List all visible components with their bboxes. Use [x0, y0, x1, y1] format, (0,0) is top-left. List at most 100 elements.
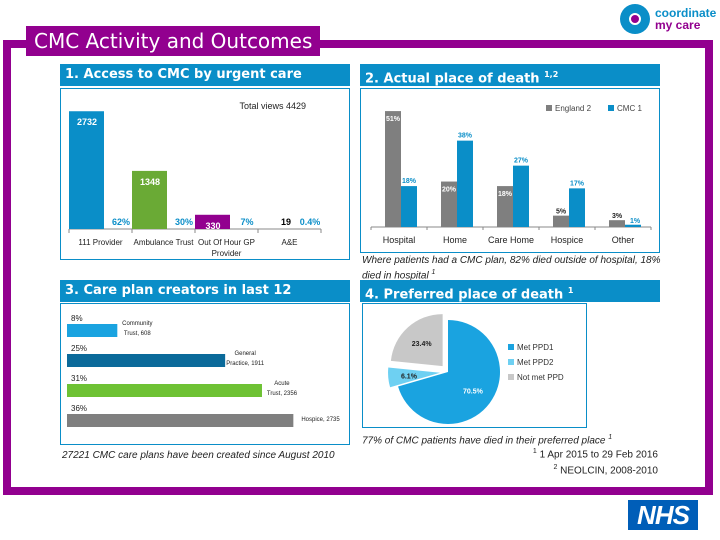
bar-value-label: 38%	[458, 133, 473, 140]
bar-category-label: Trust, 608	[124, 331, 151, 337]
bar-value-label: 51%	[386, 116, 401, 123]
x-tick-label: Provider	[212, 249, 242, 258]
legend-label-cmc: CMC 1	[617, 104, 642, 113]
legend-swatch-england	[546, 105, 552, 111]
footnote-2: 2 NEOLCIN, 2008-2010	[520, 464, 658, 476]
coordinate-my-care-logo: coordinate my care	[620, 4, 716, 34]
panel2-caption: Where patients had a CMC plan, 82% died …	[362, 255, 662, 282]
bar-value-label: 5%	[556, 209, 567, 216]
bar-value-label: 17%	[570, 180, 585, 187]
bar-value-label: 1%	[630, 218, 641, 225]
nhs-logo: NHS	[628, 500, 698, 530]
bar-value-label: 2732	[77, 117, 97, 127]
bar-cmc-1	[457, 140, 473, 227]
x-tick-label: Out Of Hour GP	[198, 238, 255, 247]
bar-england-4	[609, 220, 625, 227]
bar-england-0	[385, 111, 401, 227]
panel2-header: 2. Actual place of death 1,2	[360, 64, 660, 86]
x-tick-label: Care Home	[488, 235, 534, 245]
page-title: CMC Activity and Outcomes	[26, 26, 321, 56]
legend-label: Not met PPD	[517, 373, 564, 382]
bar-value-label: 27%	[514, 158, 529, 165]
panel4-chart-box: 70.5% 6.1% 23.4% Met PPD1 Met PPD2 Not met PP…	[362, 303, 587, 428]
legend-label: Met PPD1	[517, 343, 554, 352]
pie-slice-1	[388, 367, 441, 388]
bar-cmc-2	[513, 165, 529, 227]
panel3-header: 3. Care plan creators in last 12 months	[60, 280, 350, 320]
bar-cmc-3	[569, 188, 585, 227]
bar-category-label: Community	[122, 321, 152, 327]
bar-category-label: Hospice, 2735	[301, 417, 340, 423]
panel2-title: 2. Actual place of death	[365, 71, 540, 87]
logo-line1: coordinate	[655, 6, 717, 20]
bar-category-label: Trust, 2356	[267, 391, 298, 397]
care-plan-creators-chart: 8% Community Trust, 608 25% General Practice,…	[67, 314, 340, 427]
legend-swatch	[508, 359, 514, 365]
pie-value-label: 6.1%	[401, 374, 418, 381]
footnote-2-sup: 2	[553, 464, 558, 471]
bar-percent-label: 8%	[71, 314, 83, 323]
bar-0	[69, 111, 104, 229]
bar-category-label: General	[234, 351, 255, 357]
legend-swatch	[508, 374, 514, 380]
legend-label: Met PPD2	[517, 358, 554, 367]
bar-0	[67, 324, 118, 337]
panel4-title: 4. Preferred place of death	[365, 287, 564, 303]
panel4-caption: 77% of CMC patients have died in their p…	[362, 432, 662, 447]
bar-3	[67, 414, 294, 427]
footnote-1-sup: 1	[532, 448, 537, 455]
pie-value-label: 70.5%	[463, 389, 484, 396]
panel1-chart-box: Total views 4429 2732 62% 111 Provider 1348 3…	[60, 88, 350, 260]
bar-value-label: 1348	[140, 177, 160, 187]
access-bar-chart: Total views 4429 2732 62% 111 Provider 1348 3…	[68, 101, 322, 258]
bar-cmc-4	[625, 224, 641, 227]
footnote-2-text: NEOLCIN, 2008-2010	[560, 465, 658, 477]
bar-value-label: 3%	[612, 213, 623, 220]
x-tick-label: Other	[612, 235, 635, 245]
bar-value-label: 330	[205, 221, 220, 231]
panel4-caption-sup: 1	[608, 434, 613, 441]
bar-percent-label: 25%	[71, 344, 87, 353]
bar-value-label: 18%	[402, 178, 417, 185]
bar-value-label: 20%	[442, 187, 457, 194]
logo-circle-icon	[620, 4, 650, 34]
bar-2	[195, 214, 230, 229]
outer-frame	[3, 40, 713, 495]
panel1-header: 1. Access to CMC by urgent care provider…	[60, 64, 350, 108]
bar-cmc-0	[401, 186, 417, 227]
panel3-chart-box: 8% Community Trust, 608 25% General Practice,…	[60, 303, 350, 445]
bar-1	[132, 170, 167, 229]
pie-slice-2	[390, 314, 443, 367]
place-of-death-chart: England 2 CMC 1 51% 18% Hospital 20% 38% Home 18…	[370, 104, 652, 245]
panel2-sup: 1,2	[544, 70, 559, 79]
bar-value-label: 19	[281, 217, 291, 227]
panel4-caption-text: 77% of CMC patients have died in their p…	[362, 435, 606, 447]
logo-line2: my care	[655, 18, 701, 32]
bar-england-3	[553, 215, 569, 227]
bar-category-label: Practice, 1911	[226, 361, 265, 367]
legend-label-england: England 2	[555, 104, 592, 113]
x-tick-label: Ambulance Trust	[133, 238, 194, 247]
x-tick-label: 111 Provider	[78, 238, 123, 247]
panel2-caption-sup: 1	[431, 269, 436, 276]
bar-percent-label: 36%	[71, 404, 87, 413]
bar-percent-label: 31%	[71, 374, 87, 383]
panel4-header: 4. Preferred place of death 1	[360, 280, 660, 302]
pie-value-label: 23.4%	[412, 341, 433, 348]
panel2-chart-box: England 2 CMC 1 51% 18% Hospital 20% 38% Home 18…	[360, 88, 660, 253]
bar-percent-label: 30%	[175, 217, 193, 227]
total-views-annotation: Total views 4429	[239, 101, 306, 111]
footnote-1-text: 1 Apr 2015 to 29 Feb 2016	[539, 449, 658, 461]
bar-england-1	[441, 181, 457, 227]
bar-percent-label: 0.4%	[300, 217, 321, 227]
footnote-1: 1 1 Apr 2015 to 29 Feb 2016	[520, 448, 658, 460]
x-tick-label: A&E	[281, 238, 297, 247]
panel4-sup: 1	[567, 286, 574, 295]
legend-swatch-cmc	[608, 105, 614, 111]
bar-2	[67, 384, 262, 397]
bar-1	[67, 354, 226, 367]
x-tick-label: Home	[443, 235, 467, 245]
legend-swatch	[508, 344, 514, 350]
preferred-place-pie-chart: 70.5% 6.1% 23.4% Met PPD1 Met PPD2 Not met PP…	[388, 314, 564, 424]
bar-percent-label: 62%	[112, 217, 130, 227]
